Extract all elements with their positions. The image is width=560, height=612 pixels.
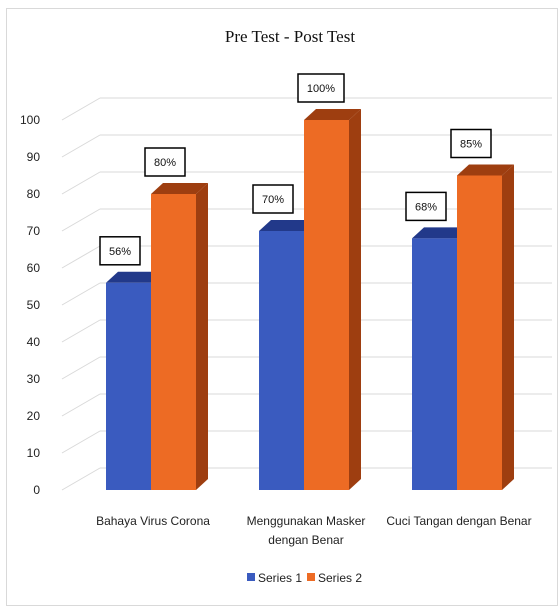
- gridline-diagonal: [61, 245, 101, 269]
- data-label: 70%: [262, 194, 284, 206]
- data-label-box: [450, 128, 492, 159]
- x-tick-label: Menggunakan Masker dengan Benar: [247, 514, 366, 547]
- gridline-diagonal: [61, 208, 101, 232]
- y-tick-label: 20: [27, 409, 41, 423]
- y-axis: 0 10 20 30 40 50 60 70 80 90 100: [20, 113, 40, 497]
- bar: [412, 238, 457, 490]
- data-label: 56%: [109, 246, 131, 258]
- gridline-diagonal: [61, 171, 101, 195]
- legend: Series 1 Series 2: [247, 571, 362, 585]
- y-tick-label: 0: [33, 483, 40, 497]
- bar-top: [151, 183, 208, 194]
- data-label-box: [405, 191, 447, 222]
- data-label-box: [252, 184, 294, 214]
- data-label-box: [297, 73, 345, 103]
- bar: [304, 120, 349, 490]
- legend-swatch: [247, 573, 255, 581]
- bar: [259, 231, 304, 490]
- x-tick-label: Cuci Tangan dengan Benar: [386, 514, 531, 528]
- data-label: 68%: [415, 201, 437, 213]
- y-tick-label: 40: [27, 335, 41, 349]
- x-axis: Bahaya Virus Corona Menggunakan Masker den…: [96, 514, 532, 547]
- x-tick-label: Bahaya Virus Corona: [96, 514, 210, 528]
- y-tick-label: 60: [27, 261, 41, 275]
- data-label-box: [99, 236, 141, 266]
- legend-label: Series 1: [258, 571, 302, 585]
- gridline-diagonal: [61, 430, 101, 454]
- gridline-diagonal: [61, 282, 101, 306]
- gridline-diagonal: [61, 319, 101, 343]
- bar-side: [502, 164, 514, 490]
- gridline-diagonal: [61, 134, 101, 158]
- gridline-diagonal: [61, 356, 101, 380]
- bar: [106, 282, 151, 490]
- legend-label: Series 2: [318, 571, 362, 585]
- gridline-diagonal: [61, 97, 101, 121]
- data-label: 100%: [307, 83, 335, 95]
- bar: [457, 175, 502, 490]
- data-label-box: [144, 147, 186, 177]
- bar-top: [457, 164, 514, 176]
- chart-title: Pre Test - Post Test: [225, 27, 355, 46]
- bar-top: [259, 220, 316, 231]
- y-tick-label: 10: [27, 446, 41, 460]
- bar-side: [196, 183, 208, 490]
- bar-top: [106, 271, 163, 283]
- gridline-diagonal: [61, 467, 101, 491]
- bar-top: [412, 227, 469, 239]
- data-labels: 56% 80% 70% 100% 68% 85%: [99, 73, 492, 266]
- y-tick-label: 70: [27, 224, 41, 238]
- bars: [106, 109, 514, 490]
- y-tick-label: 90: [27, 150, 41, 164]
- legend-swatch: [307, 573, 315, 581]
- bar: [151, 194, 196, 490]
- y-tick-label: 50: [27, 298, 41, 312]
- data-label: 85%: [460, 139, 482, 151]
- bar-top: [304, 109, 361, 120]
- gridline-diagonal: [61, 393, 101, 417]
- y-tick-label: 80: [27, 187, 41, 201]
- data-label: 80%: [154, 157, 176, 169]
- y-tick-label: 30: [27, 372, 41, 386]
- y-tick-label: 100: [20, 113, 40, 127]
- bar-side: [349, 109, 361, 490]
